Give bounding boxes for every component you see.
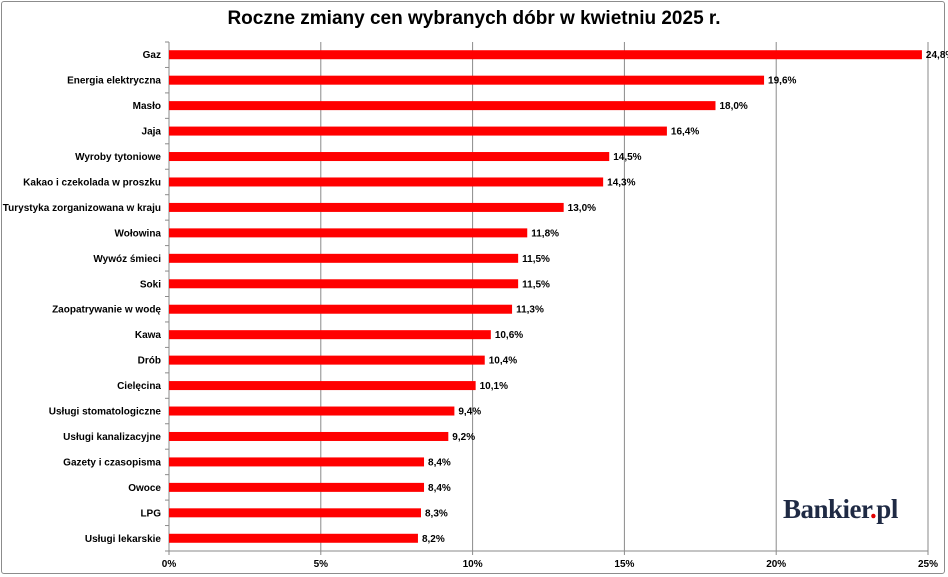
category-label: Gazety i czasopisma <box>63 457 161 468</box>
x-tick-label: 10% <box>463 559 483 570</box>
category-label: Energia elektryczna <box>67 76 161 87</box>
category-label: Drób <box>138 356 161 367</box>
data-label: 8,2% <box>422 534 445 545</box>
bar <box>169 533 418 543</box>
category-label: LPG <box>140 508 161 519</box>
data-label: 11,8% <box>531 228 559 239</box>
bar <box>169 355 485 365</box>
logo-text: Bankier <box>783 494 871 524</box>
category-label: Wywóz śmieci <box>93 254 161 265</box>
category-label: Kakao i czekolada w proszku <box>23 177 161 188</box>
x-tick-label: 20% <box>766 559 786 570</box>
data-label: 14,3% <box>607 177 635 188</box>
bar <box>169 50 922 60</box>
bar <box>169 457 425 467</box>
category-label: Kawa <box>135 330 162 341</box>
bar <box>169 406 455 416</box>
category-label: Soki <box>140 279 161 290</box>
data-label: 13,0% <box>568 203 596 214</box>
data-label: 8,3% <box>425 508 448 519</box>
data-label: 11,5% <box>522 254 550 265</box>
category-label: Usługi lekarskie <box>85 534 162 545</box>
data-label: 18,0% <box>719 101 747 112</box>
data-label: 11,3% <box>516 305 544 316</box>
data-label: 9,2% <box>452 432 475 443</box>
category-label: Cielęcina <box>117 381 161 392</box>
category-label: Owoce <box>128 483 161 494</box>
bar <box>169 381 476 391</box>
chart-title: Roczne zmiany cen wybranych dóbr w kwiet… <box>227 8 721 29</box>
data-label: 10,1% <box>480 381 508 392</box>
category-label: Gaz <box>143 50 161 61</box>
data-label: 10,6% <box>495 330 523 341</box>
bar <box>169 177 604 187</box>
category-label: Zaopatrywanie w wodę <box>52 305 161 316</box>
data-label: 8,4% <box>428 457 451 468</box>
data-label: 11,5% <box>522 279 550 290</box>
logo-dot: . <box>870 494 877 524</box>
bar <box>169 431 449 441</box>
x-tick-label: 25% <box>918 559 938 570</box>
bar <box>169 228 528 238</box>
bar <box>169 482 425 492</box>
category-label: Jaja <box>142 127 162 138</box>
data-label: 19,6% <box>768 76 796 87</box>
data-label: 10,4% <box>489 356 517 367</box>
category-label: Wołowina <box>115 228 162 239</box>
bar <box>169 126 667 136</box>
bar <box>169 253 519 263</box>
x-tick-label: 0% <box>162 559 177 570</box>
category-label: Turystyka zorganizowana w kraju <box>3 203 161 214</box>
bar <box>169 279 519 289</box>
data-label: 8,4% <box>428 483 451 494</box>
bankier-logo: Bankier.pl <box>783 494 898 525</box>
logo-suffix: pl <box>876 494 898 524</box>
bar <box>169 330 491 340</box>
bar <box>169 75 765 85</box>
bar <box>169 152 610 162</box>
data-label: 9,4% <box>458 407 481 418</box>
data-label: 24,8% <box>926 50 948 61</box>
x-tick-label: 15% <box>614 559 634 570</box>
data-label: 14,5% <box>613 152 641 163</box>
bar <box>169 202 564 212</box>
bar <box>169 101 716 111</box>
data-label: 16,4% <box>671 127 699 138</box>
category-label: Wyroby tytoniowe <box>75 152 161 163</box>
category-label: Masło <box>133 101 161 112</box>
x-tick-label: 5% <box>314 559 329 570</box>
category-label: Usługi kanalizacyjne <box>63 432 161 443</box>
bar <box>169 304 513 314</box>
bar <box>169 508 421 518</box>
category-label: Usługi stomatologiczne <box>49 407 162 418</box>
